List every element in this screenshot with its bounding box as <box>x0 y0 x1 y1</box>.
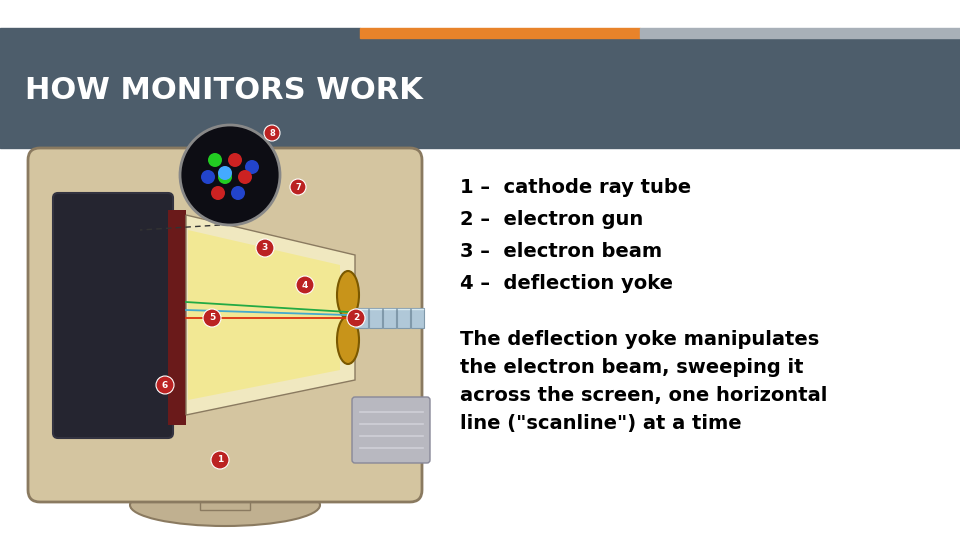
Circle shape <box>245 160 259 174</box>
Circle shape <box>264 125 280 141</box>
Circle shape <box>231 186 245 200</box>
Circle shape <box>211 186 225 200</box>
Text: 2: 2 <box>353 314 359 322</box>
Text: 1: 1 <box>217 456 223 464</box>
Bar <box>397 308 410 328</box>
Text: 5: 5 <box>209 314 215 322</box>
Circle shape <box>228 153 242 167</box>
Text: The deflection yoke manipulates: The deflection yoke manipulates <box>460 330 819 349</box>
Circle shape <box>180 125 280 225</box>
Circle shape <box>208 153 222 167</box>
Bar <box>640 28 960 38</box>
Polygon shape <box>188 230 340 400</box>
FancyBboxPatch shape <box>352 397 430 463</box>
Bar <box>168 210 186 425</box>
Bar <box>411 308 424 328</box>
Text: 4 –  deflection yoke: 4 – deflection yoke <box>460 274 673 293</box>
Circle shape <box>296 276 314 294</box>
Text: 6: 6 <box>162 381 168 389</box>
Circle shape <box>203 309 221 327</box>
Circle shape <box>238 170 252 184</box>
Bar <box>200 475 250 510</box>
Polygon shape <box>186 215 355 415</box>
Circle shape <box>290 179 306 195</box>
Text: 3: 3 <box>262 244 268 253</box>
Text: 1 –  cathode ray tube: 1 – cathode ray tube <box>460 178 691 197</box>
Bar <box>360 28 640 38</box>
Text: 7: 7 <box>295 183 300 192</box>
Ellipse shape <box>337 271 359 319</box>
Circle shape <box>218 166 232 180</box>
Bar <box>383 308 396 328</box>
Text: 8: 8 <box>269 129 275 138</box>
Bar <box>0 28 360 38</box>
Text: 3 –  electron beam: 3 – electron beam <box>460 242 662 261</box>
Circle shape <box>156 376 174 394</box>
Text: HOW MONITORS WORK: HOW MONITORS WORK <box>25 76 422 105</box>
Text: 2 –  electron gun: 2 – electron gun <box>460 210 643 229</box>
Ellipse shape <box>130 484 320 526</box>
Text: line ("scanline") at a time: line ("scanline") at a time <box>460 414 742 433</box>
Circle shape <box>211 451 229 469</box>
Circle shape <box>256 239 274 257</box>
Bar <box>369 308 382 328</box>
Bar <box>0 38 960 148</box>
Text: across the screen, one horizontal: across the screen, one horizontal <box>460 386 828 405</box>
Circle shape <box>218 170 232 184</box>
Text: the electron beam, sweeping it: the electron beam, sweeping it <box>460 358 804 377</box>
Circle shape <box>201 170 215 184</box>
Ellipse shape <box>337 316 359 364</box>
FancyBboxPatch shape <box>53 193 173 438</box>
Bar <box>355 308 368 328</box>
Text: 4: 4 <box>301 280 308 289</box>
Circle shape <box>347 309 365 327</box>
FancyBboxPatch shape <box>28 148 422 502</box>
